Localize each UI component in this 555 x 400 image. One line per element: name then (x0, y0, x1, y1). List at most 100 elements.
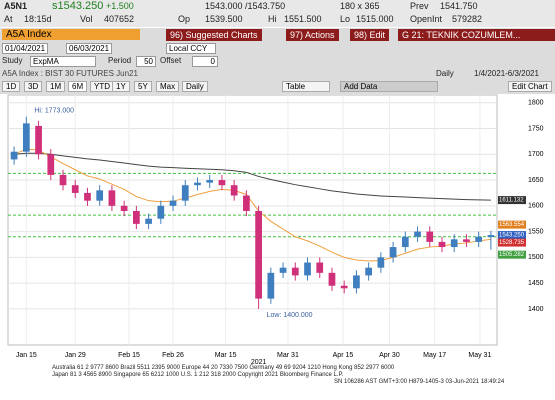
y-tick-label: 1650 (528, 177, 544, 184)
annotation: Hi: 1773.000 (34, 107, 74, 114)
candle-body (450, 239, 458, 248)
x-tick-label: Apr 30 (379, 352, 400, 359)
candle-body (487, 235, 495, 238)
candle-body (120, 205, 128, 211)
candle-body (255, 210, 262, 299)
candle-body (401, 236, 409, 248)
edit-chart[interactable]: Edit Chart (508, 81, 552, 92)
price-tag-label: 1563.554 (499, 222, 525, 228)
button[interactable]: G 21: TEKNIK COZUMLEM... (398, 29, 555, 41)
time-label: At (4, 14, 13, 24)
candle-body (463, 239, 470, 242)
y-tick-label: 1400 (528, 306, 544, 313)
button[interactable]: 96) Suggested Charts (166, 29, 262, 41)
candle-body (35, 125, 42, 155)
footer-line: SN 106286 AST GMT+3:00 H879-1405-3 03-Ju… (334, 379, 505, 385)
price-tag (498, 220, 526, 229)
date-range: 1/4/2021-6/3/2021 (474, 69, 539, 78)
y-tick-label: 1600 (528, 203, 544, 210)
price-tag (498, 196, 526, 205)
lo-label: Lo (340, 14, 351, 24)
candle-body (133, 210, 140, 224)
period-button[interactable]: 1D (2, 81, 21, 92)
period-button[interactable]: YTD (90, 81, 114, 92)
study-label: Study (2, 56, 23, 65)
period[interactable]: 50 (136, 56, 156, 67)
candle-body (157, 205, 165, 219)
candle-body (218, 180, 226, 186)
period-button[interactable]: 6M (68, 81, 88, 92)
change: +1.500 (106, 1, 134, 11)
candle-body (426, 231, 434, 242)
button[interactable]: 97) Actions (286, 29, 339, 41)
period-button[interactable]: 5Y (134, 81, 152, 92)
end-date[interactable]: 06/03/2021 (66, 43, 113, 54)
candle-body (279, 267, 287, 273)
candle-body (10, 151, 18, 160)
candle-body (145, 218, 152, 224)
candle-body (475, 236, 483, 242)
currency[interactable]: Local CCY (166, 43, 216, 54)
annotation: Low: 1400.000 (267, 312, 313, 319)
chart: 1400 1450 1500 1550 1600 1650 1700 1750 1800 Jan … (7, 94, 544, 366)
period-button[interactable]: Max (156, 81, 180, 92)
period-select[interactable]: Daily (182, 81, 208, 92)
candle-body (267, 272, 275, 299)
study[interactable]: ExpMA (30, 56, 96, 67)
x-tick-label: May 31 (468, 352, 491, 359)
frequency: Daily (436, 69, 454, 78)
x-tick-label: Jan 29 (65, 352, 86, 359)
candle-body (438, 241, 446, 248)
add-data[interactable]: Add Data (340, 81, 438, 92)
security[interactable]: A5A Index (2, 29, 140, 40)
x-tick-label: Jan 15 (16, 352, 37, 359)
price-tag-label: 1611.132 (499, 198, 524, 204)
price-tag-label: 1528.735 (499, 240, 525, 246)
year-label: 2021 (251, 359, 267, 366)
y-tick-label: 1500 (528, 254, 544, 261)
vol: 407652 (104, 14, 135, 24)
prev: 1541.750 (440, 1, 478, 11)
op: 1539.500 (205, 14, 243, 24)
x-tick-label: Feb 26 (162, 352, 184, 359)
price-tag (498, 231, 526, 240)
ticker: A5N1 (4, 1, 28, 11)
period-button[interactable]: 3D (24, 81, 43, 92)
table-button[interactable]: Table (282, 81, 330, 92)
moving-average (14, 152, 491, 201)
x-tick-label: Feb 15 (118, 352, 140, 359)
bid-ask: 1543.000 /1543.750 (205, 1, 286, 11)
candle-body (84, 192, 91, 201)
candle-body (181, 185, 189, 201)
plot-area (7, 94, 498, 346)
quote-bar (0, 0, 555, 27)
price-tag (498, 250, 526, 259)
period-button[interactable]: 1M (46, 81, 66, 92)
lo: 1515.000 (356, 14, 394, 24)
button[interactable]: 98) Edit (350, 29, 390, 41)
offset[interactable]: 0 (192, 56, 218, 67)
candle-body (108, 190, 116, 206)
candle-body (59, 174, 67, 186)
vol-label: Vol (80, 14, 93, 24)
price-tag-label: 1543.250 (499, 233, 525, 239)
candle-body (71, 185, 79, 193)
moving-average (13, 148, 491, 262)
candle-body (194, 182, 201, 186)
prev-label: Prev (410, 1, 429, 11)
candle-body (365, 267, 372, 276)
start-date[interactable]: 01/04/2021 (2, 43, 49, 54)
hi: 1551.500 (284, 14, 322, 24)
x-tick-label: May 17 (423, 352, 446, 359)
size: 180 x 365 (340, 1, 380, 11)
y-tick-label: 1700 (528, 151, 544, 158)
y-tick-label: 1750 (528, 125, 544, 132)
last: s1543.250 (52, 0, 104, 12)
period-button[interactable]: 1Y (112, 81, 130, 92)
candle-body (340, 285, 348, 289)
candle-body (22, 123, 30, 152)
y-tick-label: 1450 (528, 280, 544, 287)
y-tick-label: 1550 (528, 228, 544, 235)
y-tick-label: 1800 (528, 100, 544, 107)
